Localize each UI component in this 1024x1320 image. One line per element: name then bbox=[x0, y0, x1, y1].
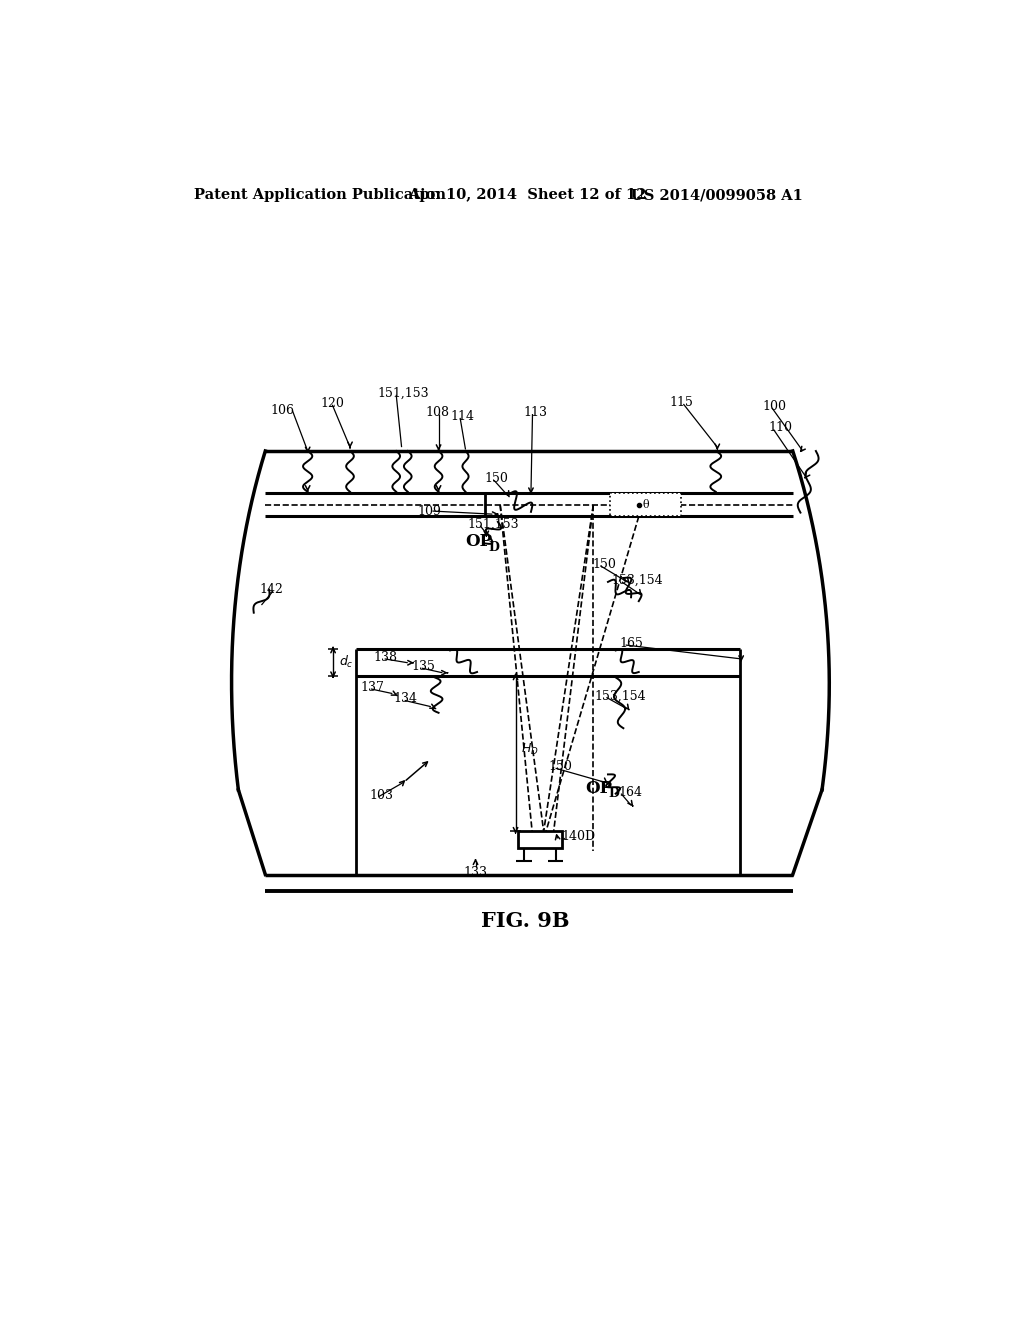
Text: 151,153: 151,153 bbox=[377, 387, 429, 400]
Text: 135: 135 bbox=[412, 660, 435, 673]
Text: 108: 108 bbox=[425, 407, 450, 418]
Text: Apr. 10, 2014  Sheet 12 of 12: Apr. 10, 2014 Sheet 12 of 12 bbox=[408, 189, 646, 202]
Bar bbox=[609, 494, 681, 516]
Text: 153,154: 153,154 bbox=[611, 574, 663, 587]
Text: US 2014/0099058 A1: US 2014/0099058 A1 bbox=[631, 189, 803, 202]
Text: 150: 150 bbox=[484, 473, 509, 486]
Text: OP: OP bbox=[466, 533, 493, 550]
Text: 120: 120 bbox=[319, 397, 344, 409]
Text: Patent Application Publication: Patent Application Publication bbox=[195, 189, 446, 202]
Text: FIG. 9B: FIG. 9B bbox=[480, 911, 569, 931]
Text: 109: 109 bbox=[417, 504, 441, 517]
Text: 134: 134 bbox=[394, 693, 418, 705]
Text: 113: 113 bbox=[523, 407, 547, 418]
Text: 150: 150 bbox=[593, 557, 616, 570]
Text: D: D bbox=[608, 787, 618, 800]
Text: 100: 100 bbox=[762, 400, 786, 413]
Text: 140D: 140D bbox=[562, 829, 596, 842]
Text: 142: 142 bbox=[260, 583, 284, 597]
Text: 138: 138 bbox=[373, 651, 397, 664]
Text: θ: θ bbox=[643, 500, 649, 510]
Text: 133: 133 bbox=[464, 866, 487, 879]
Text: OP: OP bbox=[585, 780, 612, 797]
Text: $H_D$: $H_D$ bbox=[521, 742, 539, 758]
Text: $d_c$: $d_c$ bbox=[339, 655, 354, 671]
Text: 150: 150 bbox=[549, 760, 572, 774]
Text: 114: 114 bbox=[451, 409, 474, 422]
Text: 151,153: 151,153 bbox=[468, 517, 519, 531]
Text: 103: 103 bbox=[370, 788, 393, 801]
Text: 153,154: 153,154 bbox=[594, 689, 646, 702]
Text: D: D bbox=[488, 541, 500, 554]
Text: 137: 137 bbox=[360, 681, 384, 694]
Bar bbox=[518, 832, 562, 847]
Text: 164: 164 bbox=[617, 785, 642, 799]
Text: 165: 165 bbox=[620, 638, 643, 649]
Text: 115: 115 bbox=[670, 396, 693, 409]
Text: 110: 110 bbox=[768, 421, 793, 434]
Text: 106: 106 bbox=[270, 404, 295, 417]
